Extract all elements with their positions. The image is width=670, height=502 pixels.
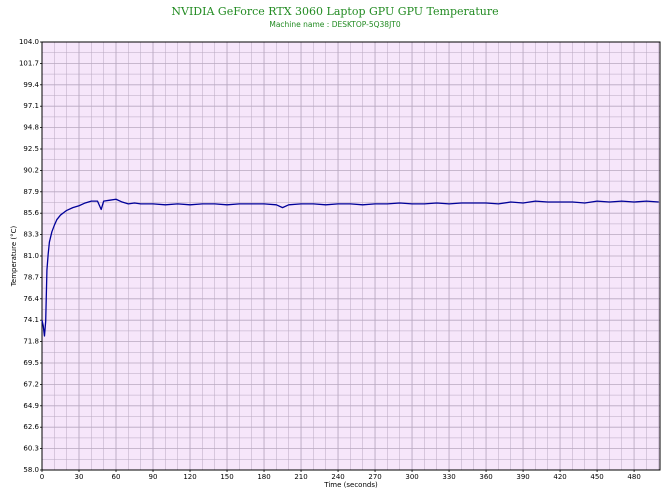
x-tick-label: 240 [331,473,344,481]
y-tick-label: 101.7 [19,59,39,67]
y-tick-label: 78.7 [23,273,39,281]
chart-subtitle: Machine name : DESKTOP-5Q38JT0 [269,20,401,29]
y-tick-label: 69.5 [23,359,39,367]
chart-title: NVIDIA GeForce RTX 3060 Laptop GPU GPU T… [171,5,498,18]
x-tick-label: 180 [257,473,270,481]
y-tick-label: 83.3 [23,231,39,239]
y-tick-label: 67.2 [23,380,39,388]
x-tick-label: 150 [220,473,233,481]
y-tick-label: 99.4 [23,81,39,89]
x-tick-label: 420 [553,473,566,481]
y-tick-label: 97.1 [23,102,39,110]
x-tick-label: 390 [516,473,529,481]
y-tick-label: 71.8 [23,338,39,346]
x-tick-label: 210 [294,473,307,481]
y-tick-label: 64.9 [23,402,39,410]
x-tick-label: 300 [405,473,418,481]
y-tick-label: 90.2 [23,166,39,174]
y-tick-label: 74.1 [23,316,39,324]
x-tick-label: 60 [112,473,121,481]
plot-border [41,41,661,471]
y-tick-label: 81.0 [23,252,39,260]
x-tick-label: 30 [75,473,84,481]
x-tick-label: 90 [149,473,158,481]
y-tick-label: 94.8 [23,124,39,132]
y-tick-label: 58.0 [23,466,39,474]
x-tick-label: 330 [442,473,455,481]
x-tick-label: 270 [368,473,381,481]
temperature-line [41,198,659,337]
x-tick-label: 450 [590,473,603,481]
y-tick-label: 62.6 [23,423,39,431]
x-tick-label: 480 [627,473,640,481]
y-tick-label: 85.6 [23,209,39,217]
grid [41,41,660,471]
y-tick-label: 76.4 [23,295,39,303]
x-tick-label: 120 [183,473,196,481]
y-tick-label: 60.3 [23,445,39,453]
y-tick-label: 87.9 [23,188,39,196]
y-tick-label: 92.5 [23,145,39,153]
y-tick-label: 104.0 [19,38,39,46]
x-tick-label: 360 [479,473,492,481]
x-axis-label: Time (seconds) [323,481,378,489]
y-axis-label: Temperature (°C) [10,226,18,288]
x-tick-label: 0 [40,473,44,481]
